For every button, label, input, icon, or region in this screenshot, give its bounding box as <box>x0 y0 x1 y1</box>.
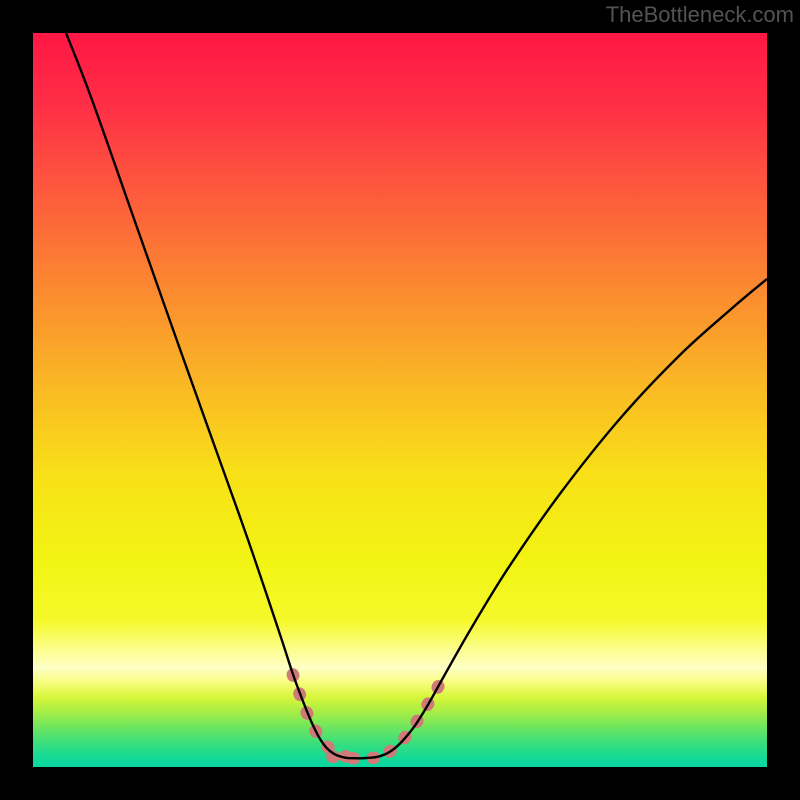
watermark-text: TheBottleneck.com <box>606 2 794 28</box>
chart-stage: TheBottleneck.com <box>0 0 800 800</box>
curve-left <box>66 33 349 758</box>
highlight-left <box>293 675 350 758</box>
highlight-right <box>390 675 444 752</box>
curve-right <box>349 279 767 758</box>
plot-area <box>33 33 767 767</box>
curves-layer <box>33 33 767 767</box>
